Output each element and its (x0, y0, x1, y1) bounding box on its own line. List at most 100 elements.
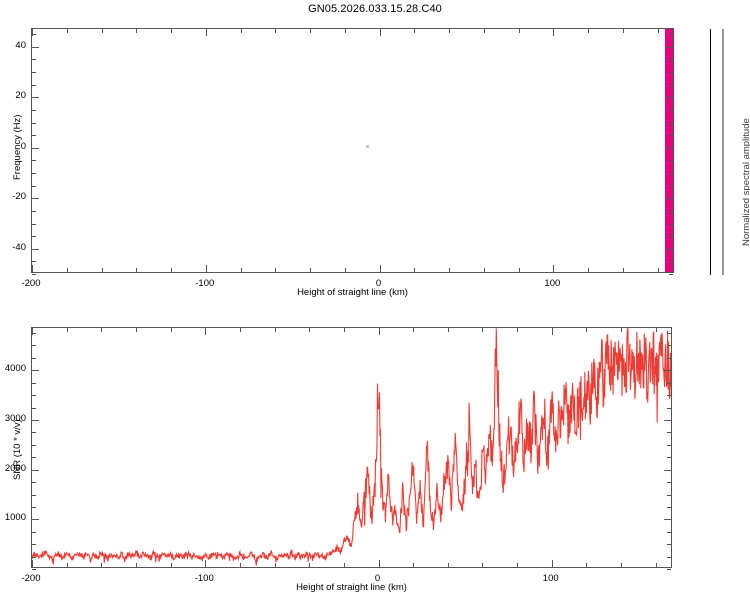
x-tick-label: -200 (21, 573, 41, 584)
x-tick (101, 268, 103, 272)
x-tick-label: -100 (195, 278, 215, 289)
x-tick-top (135, 328, 137, 332)
y-tick-right (667, 395, 671, 397)
x-tick (205, 560, 207, 567)
x-tick (449, 268, 451, 272)
y-tick-right (667, 345, 671, 347)
spectral-speck (365, 145, 369, 149)
y-tick-right (664, 469, 671, 471)
y-tick (32, 569, 36, 570)
x-tick-top (483, 29, 485, 33)
y-tick (32, 544, 36, 546)
y-tick-right (669, 71, 673, 73)
x-tick-top (171, 29, 172, 33)
y-tick (32, 160, 36, 162)
colorbar-axis-line (710, 29, 711, 275)
y-tick-right (669, 160, 673, 162)
x-tick (414, 268, 416, 272)
y-tick (32, 109, 36, 111)
x-tick (66, 268, 68, 272)
y-tick (32, 432, 36, 434)
y-tick (32, 84, 36, 86)
x-tick (239, 563, 241, 567)
x-tick-top (379, 29, 381, 36)
x-tick (657, 268, 659, 272)
x-tick (101, 563, 103, 567)
x-tick-top (275, 29, 277, 33)
snr-trace-svg (32, 328, 671, 566)
y-tick (32, 556, 36, 558)
x-tick-top (551, 328, 553, 335)
y-tick-right (666, 198, 673, 200)
x-tick-top (621, 328, 622, 332)
y-tick-right (669, 274, 673, 275)
spectrogram-plot-area (32, 29, 673, 272)
x-tick (136, 268, 138, 272)
y-tick (32, 357, 36, 359)
x-tick-top (414, 29, 416, 33)
y-tick-right (667, 407, 671, 409)
x-tick-top (413, 328, 415, 332)
y-tick-right (669, 59, 673, 61)
y-tick (32, 345, 36, 347)
x-tick-top (32, 328, 33, 335)
y-tick-right (667, 482, 671, 483)
y-tick-right (667, 432, 671, 434)
y-tick (32, 457, 36, 459)
y-tick (32, 97, 39, 99)
x-tick-top (553, 29, 555, 36)
snr-plot-area (32, 328, 671, 567)
x-tick-label: -200 (21, 278, 41, 289)
x-tick-top (66, 29, 68, 33)
x-tick-top (136, 29, 138, 33)
spectrogram-x-axis-title: Height of straight line (km) (297, 287, 408, 298)
x-tick-top (657, 29, 659, 33)
y-tick (32, 122, 36, 124)
y-tick-label: -20 (12, 191, 26, 203)
x-tick (171, 268, 172, 272)
y-tick-right (667, 556, 671, 558)
x-tick (586, 563, 588, 567)
snr-x-axis-title: Height of straight line (km) (296, 582, 407, 593)
y-tick-right (667, 569, 671, 570)
x-tick-top (240, 29, 242, 33)
x-tick (413, 563, 415, 567)
y-tick-right (669, 210, 673, 212)
y-tick (32, 419, 39, 421)
x-tick-label: 0 (375, 278, 382, 289)
x-tick-top (101, 328, 103, 332)
y-tick (32, 407, 36, 409)
x-tick (135, 563, 137, 567)
x-tick-top (588, 29, 590, 33)
x-tick (551, 560, 553, 567)
y-tick-right (667, 544, 671, 546)
y-tick-right (669, 84, 673, 86)
y-tick (32, 519, 39, 521)
x-tick-top (205, 328, 207, 335)
spectral-amplitude-band (664, 29, 673, 272)
y-tick (32, 59, 36, 61)
y-tick (32, 223, 36, 225)
y-tick-right (667, 494, 671, 496)
x-tick (378, 560, 380, 567)
x-tick-top (655, 328, 657, 332)
y-tick-right (669, 109, 673, 111)
x-tick-top (239, 328, 241, 332)
x-tick (344, 268, 346, 272)
y-tick-right (664, 519, 671, 521)
y-tick-right (666, 248, 673, 250)
y-tick-label: 3000 (4, 412, 26, 424)
x-tick-top (343, 328, 345, 332)
x-tick (553, 265, 555, 272)
y-tick-right (667, 531, 671, 533)
x-tick-top (101, 29, 103, 33)
x-tick (309, 563, 311, 567)
x-tick-top (447, 328, 449, 332)
y-tick (32, 482, 36, 483)
y-tick-label: 4000 (4, 363, 26, 375)
x-tick (343, 563, 345, 567)
colorbar-gradient-bar (722, 29, 724, 275)
y-tick (32, 34, 36, 36)
figure-title: GN05.2026.033.15.28.C40 (308, 3, 442, 15)
